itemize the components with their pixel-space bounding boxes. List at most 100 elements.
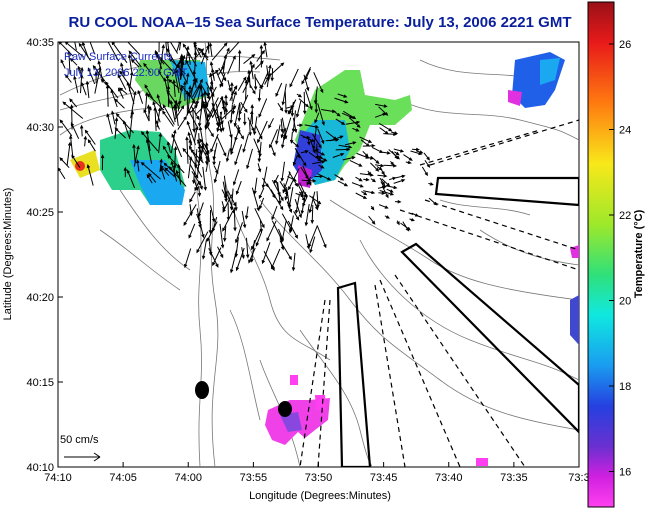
current-vector <box>390 160 395 166</box>
current-vector <box>172 163 177 178</box>
current-vector <box>152 100 161 123</box>
current-vector <box>374 112 387 118</box>
current-vector <box>228 42 240 55</box>
current-vector <box>172 79 176 97</box>
current-vector <box>199 147 204 161</box>
current-vector <box>148 172 157 183</box>
current-vector <box>122 120 131 140</box>
colorbar-label: Temperature (°C) <box>633 209 645 298</box>
current-vector <box>248 247 256 264</box>
current-vector <box>262 177 269 188</box>
current-vector <box>284 90 288 114</box>
current-vector <box>380 168 385 176</box>
current-vector <box>335 147 351 152</box>
current-vector <box>197 185 202 197</box>
current-vector <box>402 221 410 232</box>
current-vector <box>309 195 322 205</box>
current-vector <box>186 99 195 117</box>
current-vector <box>145 138 153 164</box>
current-vector <box>316 155 324 159</box>
current-vector <box>227 121 233 139</box>
current-vector <box>295 192 305 197</box>
current-vector <box>217 246 224 259</box>
current-vector <box>106 113 113 135</box>
current-vector <box>140 161 161 180</box>
current-vector <box>383 132 398 136</box>
current-vector <box>275 82 283 98</box>
current-vector <box>192 172 196 185</box>
current-vector <box>291 110 296 133</box>
current-vector <box>177 86 184 112</box>
current-vector <box>287 220 298 239</box>
current-vector <box>190 104 198 114</box>
current-vector <box>257 88 262 102</box>
current-vector <box>270 146 276 157</box>
current-vector <box>296 123 304 127</box>
current-vector <box>378 191 386 195</box>
inset-title: Raw Surface Currents <box>64 51 173 63</box>
current-vector <box>245 237 250 259</box>
current-vector <box>118 87 124 99</box>
y-tick-label: 40:25 <box>26 207 54 219</box>
current-vector <box>343 110 357 120</box>
current-vector <box>89 42 96 55</box>
current-vector <box>345 120 361 125</box>
current-vector <box>308 225 318 248</box>
current-vector <box>227 55 236 75</box>
current-vector <box>375 103 388 108</box>
current-vector <box>189 163 199 179</box>
current-vector <box>416 150 424 154</box>
current-vector <box>250 104 254 125</box>
current-vector <box>73 75 79 93</box>
current-vector <box>84 129 96 145</box>
current-vector <box>187 155 193 179</box>
current-vector <box>127 53 133 74</box>
current-vector <box>271 205 278 221</box>
current-vector <box>197 133 202 151</box>
current-vector <box>222 211 234 232</box>
current-vector <box>111 42 128 64</box>
current-vector <box>282 117 292 141</box>
current-vector <box>379 122 393 132</box>
current-vector <box>424 160 431 168</box>
current-vector <box>211 95 224 119</box>
current-vector <box>69 57 78 66</box>
current-vector <box>183 204 197 226</box>
colorbar-tick-label: 26 <box>619 39 631 51</box>
current-vector <box>169 99 176 123</box>
current-vector <box>157 70 166 82</box>
current-vector <box>405 160 412 165</box>
current-vector <box>70 122 80 140</box>
current-vector <box>370 178 377 183</box>
current-vector <box>193 50 198 73</box>
current-vector <box>187 85 192 110</box>
current-vector <box>206 87 211 98</box>
current-vector <box>275 124 281 145</box>
current-vector <box>396 220 400 226</box>
current-vector <box>119 70 135 93</box>
current-vector <box>312 148 326 156</box>
current-vector <box>187 51 191 65</box>
current-vector <box>298 98 309 108</box>
current-vector <box>229 104 233 125</box>
current-vector <box>337 180 349 187</box>
current-vector <box>300 150 309 154</box>
current-vector <box>111 110 116 125</box>
current-vector <box>256 49 265 62</box>
current-vector <box>292 155 298 167</box>
x-tick-label: 73:45 <box>370 472 398 484</box>
current-vector <box>313 86 318 105</box>
current-vector <box>159 44 165 73</box>
current-vector <box>308 191 316 214</box>
current-vector <box>301 179 317 183</box>
current-vector <box>184 248 192 269</box>
current-vector <box>211 216 218 233</box>
current-vector <box>208 69 220 78</box>
current-vector <box>183 80 187 101</box>
current-vector <box>355 176 363 182</box>
current-vector <box>367 170 372 176</box>
current-vector <box>220 47 230 71</box>
current-vector <box>201 239 207 260</box>
current-vector <box>363 190 376 195</box>
